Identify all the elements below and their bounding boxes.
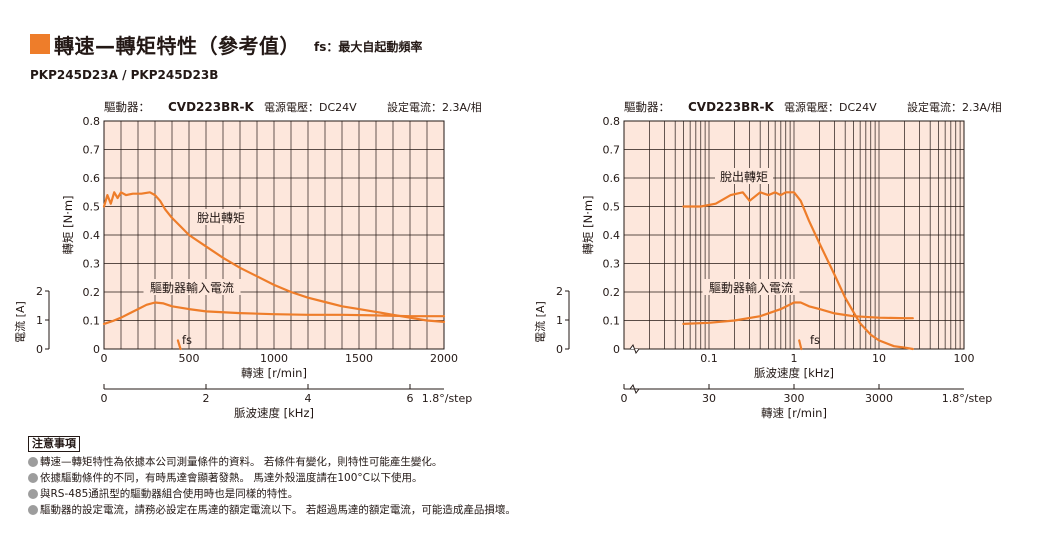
x2-tick-label: 6: [407, 392, 414, 405]
driver-label: 驅動器：: [624, 100, 670, 114]
current-tick-label: 1: [36, 314, 43, 327]
current-tick-label: 0: [556, 343, 563, 356]
x-tick-label: 1: [791, 352, 798, 365]
power-label: 電源電壓：DC24V: [264, 100, 357, 114]
series-label-current-bg: [702, 279, 800, 295]
note-text: 依據驅動條件的不同，有時馬達會顯著發熱。 馬達外殼溫度請在100°C以下使用。: [40, 472, 423, 484]
x-tick-label: 2000: [430, 352, 458, 365]
bullet-icon: [28, 473, 38, 483]
note-text: 轉速—轉矩特性為依據本公司測量條件的資料。 若條件有變化，則特性可能產生變化。: [40, 456, 443, 468]
y-tick-label: 0.5: [83, 201, 101, 214]
y-tick-label: 0.5: [603, 201, 621, 214]
model-line: PKP245D23A / PKP245D23B: [30, 68, 219, 82]
y-axis-label: 轉矩 [N·m]: [581, 195, 595, 254]
current-tick-label: 2: [36, 285, 43, 298]
current-tick-label: 1: [556, 314, 563, 327]
current-label: 設定電流：2.3A/相: [907, 100, 1002, 114]
current-tick-label: 0: [36, 343, 43, 356]
bullet-icon: [28, 505, 38, 515]
axis-break-icon: [629, 383, 640, 395]
x-tick-label: 10: [872, 352, 886, 365]
x2-axis-label: 轉速 [r/min]: [761, 406, 827, 420]
driver-label: 驅動器：: [104, 100, 150, 114]
note-item: 與RS-485通訊型的驅動器組合使用時也是同樣的特性。: [28, 486, 516, 502]
y-tick-label: 0.2: [603, 286, 621, 299]
x-axis-label: 轉速 [r/min]: [241, 366, 307, 380]
y-tick-label: 0.1: [83, 315, 101, 328]
x2-unit-label: 1.8°/step: [942, 392, 993, 405]
bullet-icon: [28, 489, 38, 499]
y-tick-label: 0.8: [83, 115, 101, 128]
series-line-2: [176, 339, 182, 351]
series-line-2: [798, 339, 803, 351]
x2-tick-label: 4: [305, 392, 312, 405]
x-tick-label: 1000: [260, 352, 288, 365]
x2-tick-label: 3000: [865, 392, 893, 405]
current-axis-label: 電流 [A]: [533, 301, 547, 343]
series-label-pullout: 脫出轉矩: [720, 169, 768, 184]
x2-tick-label: 0: [621, 392, 628, 405]
y-tick-label: 0.2: [83, 286, 101, 299]
x-tick-label: 0: [101, 352, 108, 365]
notes: 注意事項 轉速—轉矩特性為依據本公司測量條件的資料。 若條件有變化，則特性可能產…: [28, 436, 516, 518]
current-label: 設定電流：2.3A/相: [387, 100, 482, 114]
chart-linear: 驅動器： CVD223BR-K 電源電壓：DC24V 設定電流：2.3A/相 0 0.1 0…: [13, 100, 482, 420]
bullet-icon: [28, 457, 38, 467]
series-line-0: [102, 191, 446, 323]
note-item: 驅動器的設定電流，請務必設定在馬達的額定電流以下。 若超過馬達的額定電流，可能造…: [28, 502, 516, 518]
x2-tick-label: 2: [203, 392, 210, 405]
orange-square-icon: [30, 34, 50, 54]
y-tick-label: 0: [93, 343, 100, 356]
chart-log: 驅動器： CVD223BR-K 電源電壓：DC24V 設定電流：2.3A/相 0 0.1 0…: [533, 100, 1002, 420]
note-item: 依據驅動條件的不同，有時馬達會顯著發熱。 馬達外殼溫度請在100°C以下使用。: [28, 470, 516, 486]
x2-tick-label: 300: [784, 392, 805, 405]
current-axis-label: 電流 [A]: [13, 301, 27, 343]
y-tick-label: 0.1: [603, 315, 621, 328]
notes-title: 注意事項: [28, 436, 80, 452]
x-tick-label: 1500: [345, 352, 373, 365]
series-label-current: 驅動器輸入電流: [150, 280, 234, 295]
y-tick-label: 0.8: [603, 115, 621, 128]
series-line-1: [102, 301, 446, 325]
x-tick-label: 500: [179, 352, 200, 365]
note-text: 與RS-485通訊型的驅動器組合使用時也是同樣的特性。: [40, 488, 299, 500]
y-tick-label: 0.7: [83, 144, 101, 157]
series-line-0: [682, 191, 914, 351]
x2-unit-label: 1.8°/step: [422, 392, 473, 405]
series-label-pullout-bg: [192, 209, 250, 225]
x-tick-label: 100: [954, 352, 975, 365]
current-tick-label: 2: [556, 285, 563, 298]
x2-axis-label: 脈波速度 [kHz]: [234, 406, 314, 420]
y-tick-label: 0.4: [83, 229, 101, 242]
series-line-1: [682, 301, 914, 325]
series-label-pullout-bg: [715, 168, 773, 184]
y-tick-label: 0.6: [83, 172, 101, 185]
driver-model: CVD223BR-K: [168, 100, 254, 114]
series-label-pullout: 脫出轉矩: [197, 210, 245, 225]
series-label-current: 驅動器輸入電流: [709, 280, 793, 295]
y-tick-label: 0.4: [603, 229, 621, 242]
y-tick-label: 0.6: [603, 172, 621, 185]
y-tick-label: 0.3: [603, 258, 621, 271]
x2-tick-label: 0: [101, 392, 108, 405]
x-axis-label: 脈波速度 [kHz]: [754, 366, 834, 380]
y-axis-label: 轉矩 [N·m]: [61, 195, 75, 254]
axis-break-icon: [629, 343, 640, 355]
x2-tick-label: 30: [702, 392, 716, 405]
x-tick-label: 0.1: [700, 352, 718, 365]
y-tick-label: 0.3: [83, 258, 101, 271]
note-item: 轉速—轉矩特性為依據本公司測量條件的資料。 若條件有變化，則特性可能產生變化。: [28, 454, 516, 470]
y-tick-label: 0.7: [603, 144, 621, 157]
driver-model: CVD223BR-K: [688, 100, 774, 114]
series-label-fs: fs: [810, 333, 820, 347]
section-subtitle: fs：最大自起動頻率: [314, 39, 423, 54]
section-header: 轉速—轉矩特性（參考值） fs：最大自起動頻率: [30, 30, 422, 58]
y-tick-label: 0: [613, 343, 620, 356]
power-label: 電源電壓：DC24V: [784, 100, 877, 114]
section-title: 轉速—轉矩特性（參考值）: [54, 33, 300, 58]
note-text: 驅動器的設定電流，請務必設定在馬達的額定電流以下。 若超過馬達的額定電流，可能造…: [40, 504, 516, 516]
series-label-current-bg: [143, 279, 241, 295]
series-label-fs: fs: [182, 333, 192, 347]
